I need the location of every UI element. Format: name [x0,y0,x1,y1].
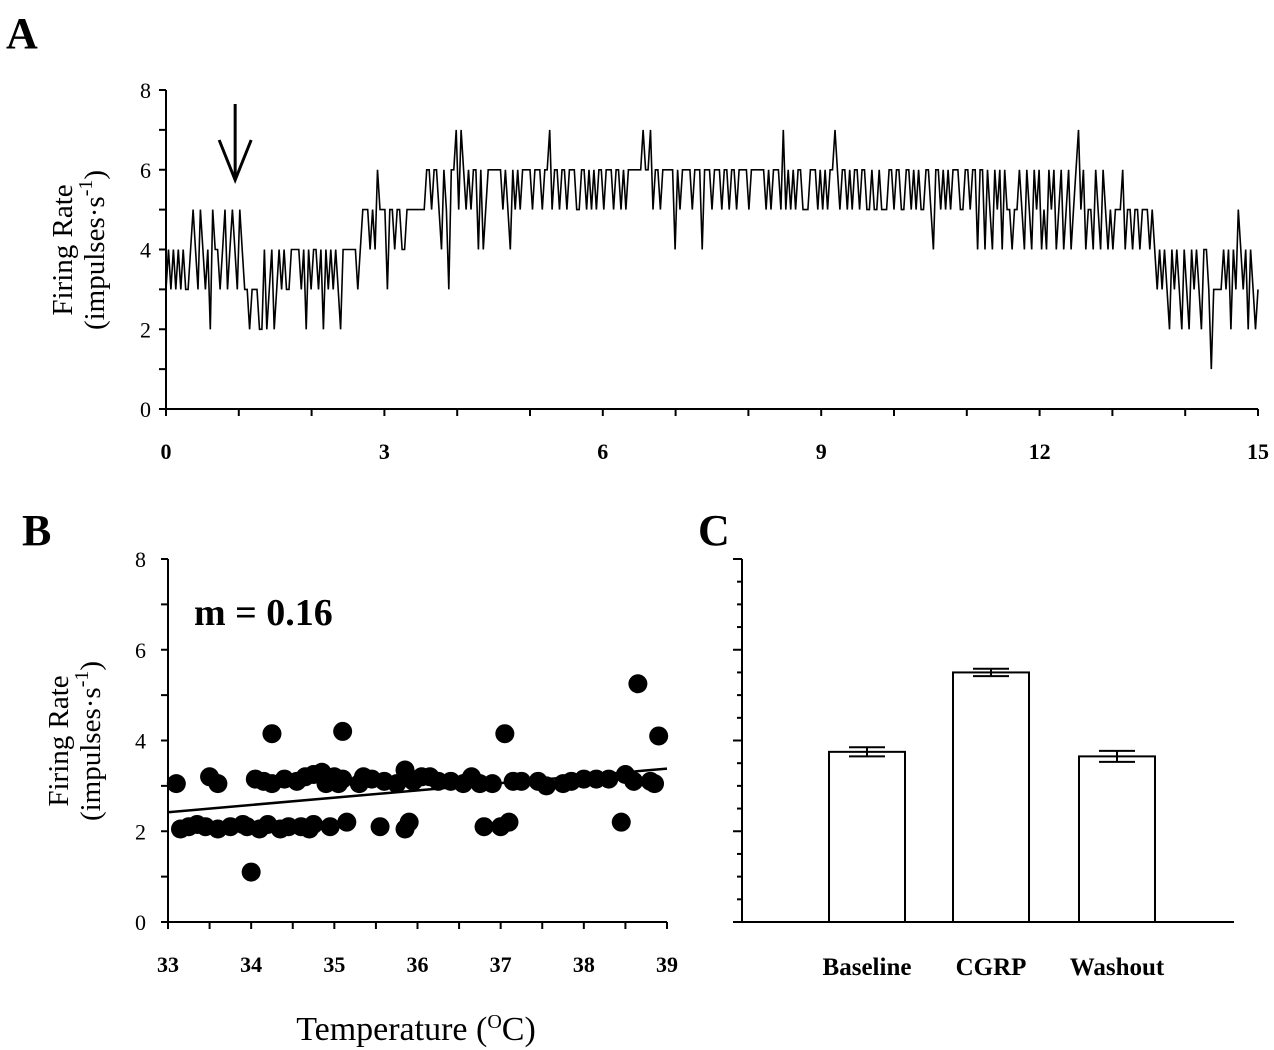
panel-c-bar [828,750,906,923]
panel-a-firing-rate-series [165,129,1259,370]
panel-a-x-tick-label: 12 [1029,439,1051,464]
panel-c-category-labels: Baseline CGRP Washout [823,954,1165,981]
panel-b-x-tick-label: 36 [407,952,429,977]
panel-b-data-point [611,812,631,832]
panel-a-ylabel-line1: Firing Rate [47,184,79,315]
panel-b-data-point [624,771,644,791]
panel-label-b: B [22,506,51,555]
panel-b-data-point [304,814,324,834]
panel-b-x-tick-label: 39 [656,952,678,977]
panel-b-x-tick-label: 34 [240,952,262,977]
panel-b-x-tick-labels: 33 34 35 36 37 38 39 [157,952,678,977]
panel-a-x-tick-label: 3 [379,439,390,464]
panel-b-axes [161,558,668,929]
panel-b-data-point [495,724,515,744]
panel-b-data-point [333,721,353,741]
panel-c-bars [828,667,1156,923]
panel-b-ylabel-line2: (impulses·s-1) [71,661,107,821]
panel-b-data-point [645,774,665,794]
panel-a-ylabel-line2: (impulses·s-1) [75,170,111,330]
panel-c-category-label: Washout [1070,954,1165,981]
panel-b-data-point [166,774,186,794]
panel-b-data-point [536,776,556,796]
panel-a-arrow-head [217,139,253,185]
panel-a-y-tick-label: 6 [140,158,151,183]
panel-b-data-point [262,724,282,744]
panel-a-y-axis-title: Firing Rate (impulses·s-1) [47,170,111,330]
panel-c-bar [952,671,1030,923]
panel-label-c: C [698,506,730,555]
panel-b-data-point [474,817,494,837]
panel-c-category-label: CGRP [956,954,1027,981]
panel-a-x-tick-label: 0 [161,439,172,464]
panel-b-y-axis-title: Firing Rate (impulses·s-1) [43,661,107,821]
panel-b-data-point [241,862,261,882]
panel-b-y-tick-labels: 0 2 4 6 8 [135,547,146,935]
panel-b: B 0 2 4 6 8 33 34 35 36 37 38 39 m = 0.16 Firing R… [22,506,678,1048]
panel-b-y-tick-label: 6 [135,638,146,663]
panel-b-data-point [320,817,340,837]
panel-a-x-tick-label: 9 [816,439,827,464]
panel-a-x-tick-label: 15 [1247,439,1269,464]
panel-b-data-point [208,774,228,794]
panel-b-data-point [387,774,407,794]
panel-b-data-point [482,774,502,794]
panel-c: C Baseline CGRP Washout [698,506,1234,981]
panel-b-x-axis-title: Temperature (OC) [296,1011,536,1048]
panel-b-data-point [599,769,619,789]
panel-a-arrow-icon [217,104,253,185]
panel-c-category-label: Baseline [823,954,912,981]
panel-b-y-tick-label: 4 [135,729,146,754]
panel-a-y-tick-label: 0 [140,397,151,422]
panel-a-axes [159,89,1259,416]
panel-b-scatter-points [166,674,669,882]
panel-b-data-point [649,726,669,746]
panel-b-y-tick-label: 0 [135,910,146,935]
panel-b-x-tick-label: 35 [323,952,345,977]
panel-b-ylabel-line1: Firing Rate [43,675,75,806]
panel-b-data-point [628,674,648,694]
panel-b-x-tick-label: 37 [490,952,512,977]
panel-label-a: A [6,9,38,58]
panel-b-data-point [370,817,390,837]
panel-a-y-tick-label: 4 [140,238,151,263]
panel-b-y-tick-label: 2 [135,819,146,844]
panel-b-x-tick-label: 38 [573,952,595,977]
panel-a-x-tick-label: 6 [597,439,608,464]
panel-b-data-point [511,771,531,791]
panel-b-data-point [499,812,519,832]
panel-a: A 0 2 4 6 8 0 3 6 9 12 15 Firing Rate (impulses·s… [6,9,1269,464]
panel-b-data-point [337,812,357,832]
panel-b-data-point [399,812,419,832]
panel-b-data-point [333,769,353,789]
panel-b-slope-annotation: m = 0.16 [194,592,333,634]
panel-a-y-tick-labels: 0 2 4 6 8 [140,78,151,422]
panel-b-x-tick-label: 33 [157,952,179,977]
panel-a-x-tick-labels: 0 3 6 9 12 15 [161,439,1270,464]
panel-b-y-tick-label: 8 [135,547,146,572]
panel-a-y-tick-label: 2 [140,317,151,342]
panel-c-bar [1078,755,1156,923]
panel-a-y-tick-label: 8 [140,78,151,103]
